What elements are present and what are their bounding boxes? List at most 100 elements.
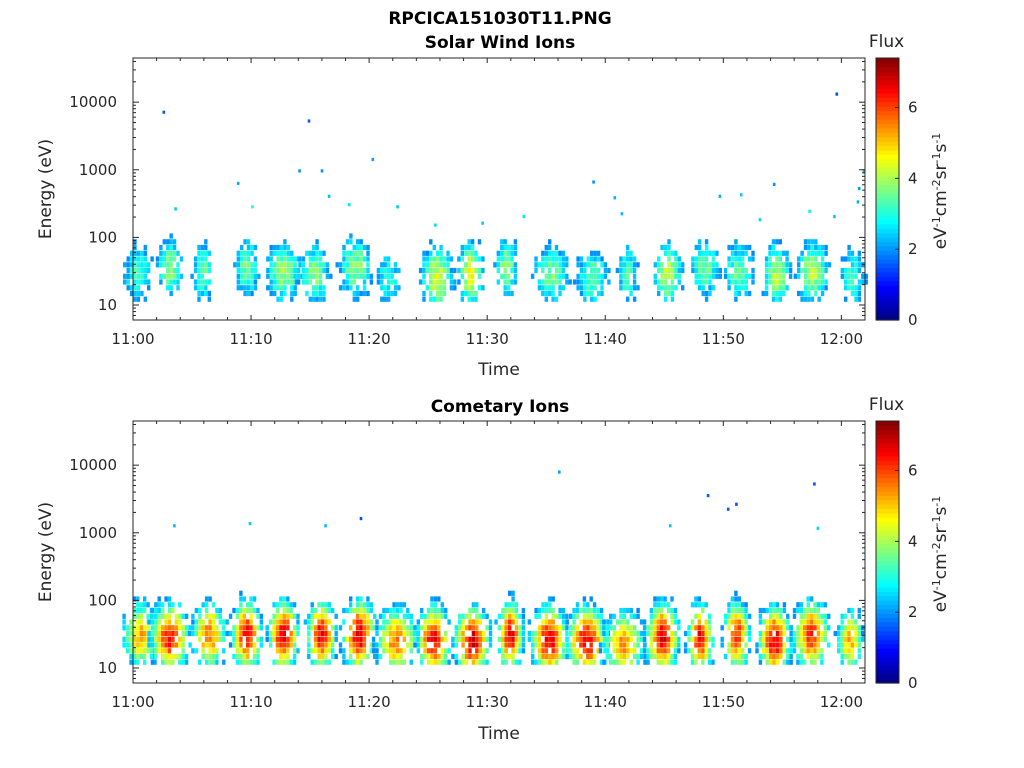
flux-cell [704, 630, 708, 637]
flux-cell [666, 602, 671, 608]
flux-cell [208, 596, 212, 602]
flux-cell [558, 630, 562, 637]
flux-cell [612, 636, 616, 642]
flux-cell [558, 613, 562, 619]
flux-cell [857, 607, 861, 614]
flux-cell [744, 630, 748, 637]
x-tick-label: 11:10 [229, 330, 272, 348]
flux-cell [256, 607, 260, 614]
flux-cell [143, 262, 147, 268]
flux-cell [583, 273, 587, 279]
flux-cell [730, 602, 735, 608]
flux-cell [290, 273, 294, 279]
flux-cell [596, 619, 600, 625]
flux-cell [436, 285, 440, 291]
flux-cell [235, 642, 240, 648]
colorbar-segment [876, 232, 899, 238]
flux-cell [786, 636, 790, 642]
flux-cell [307, 648, 311, 654]
flux-cell [592, 619, 597, 625]
colorbar-segment [876, 267, 899, 273]
flux-cell [772, 636, 776, 642]
flux-cell [149, 613, 154, 619]
flux-cell [272, 630, 276, 637]
flux-cell [359, 630, 363, 637]
flux-cell [687, 636, 691, 642]
flux-cell [433, 596, 438, 602]
colorbar-segment [876, 132, 899, 138]
flux-cell [596, 256, 601, 262]
flux-cell [751, 273, 755, 279]
flux-cell [813, 607, 817, 614]
flux-cell [565, 653, 569, 660]
flux-cell [813, 659, 817, 665]
flux-cell [440, 653, 444, 660]
flux-cell [690, 602, 695, 608]
flux-cell [823, 630, 827, 637]
flux-cell [816, 653, 821, 660]
flux-cell [541, 607, 545, 614]
flux-cell [609, 625, 613, 631]
flux-cell [402, 613, 407, 619]
flux-cell [239, 653, 243, 660]
flux-cell [751, 279, 755, 285]
flux-cell [174, 630, 179, 637]
flux-cell [697, 602, 701, 608]
flux-cell [265, 636, 269, 642]
flux-cell [437, 607, 441, 614]
flux-cell [310, 625, 314, 631]
flux-cell [482, 607, 486, 614]
flux-cell [235, 659, 240, 665]
flux-cell [789, 642, 793, 648]
flux-cell [338, 267, 343, 274]
flux-cell [561, 256, 566, 262]
flux-cell [496, 262, 500, 268]
flux-cell [807, 262, 811, 268]
flux-cell [468, 619, 472, 625]
flux-cell [508, 625, 512, 631]
flux-cell [362, 256, 367, 262]
flux-cell [789, 630, 793, 637]
flux-cell [181, 648, 185, 654]
flux-cell [283, 262, 287, 268]
flux-cell [169, 279, 173, 285]
colorbar-segment [876, 429, 899, 435]
flux-cell [132, 613, 137, 619]
flux-cell [843, 642, 848, 648]
flux-cell [409, 642, 413, 648]
flux-cell [327, 636, 331, 642]
flux-cell [215, 630, 219, 637]
flux-cell [317, 625, 321, 631]
flux-cell [386, 296, 391, 302]
flux-cell [575, 607, 580, 614]
flux-cell [446, 250, 450, 256]
flux-cell [701, 273, 705, 279]
flux-cell [720, 636, 724, 642]
flux-cell [857, 250, 862, 256]
flux-cell [385, 607, 389, 614]
flux-cell [586, 602, 590, 608]
flux-cell [544, 256, 548, 262]
flux-cell [349, 233, 353, 239]
flux-cell [626, 279, 630, 285]
flux-cell [769, 602, 773, 608]
colorbar-segment [876, 154, 899, 160]
flux-cell [126, 267, 130, 274]
flux-cell [310, 613, 314, 619]
flux-cell [423, 653, 427, 660]
flux-cell [592, 630, 597, 637]
flux-cell [253, 256, 258, 262]
flux-cell [276, 285, 280, 291]
flux-cell [139, 653, 143, 660]
flux-cell [778, 296, 782, 302]
flux-cell [691, 256, 695, 262]
flux-cell [775, 653, 780, 660]
flux-cell [775, 613, 780, 619]
colorbar-segment [876, 119, 899, 125]
flux-cell [565, 613, 569, 619]
flux-cell [236, 279, 240, 285]
flux-cell [632, 296, 637, 302]
flux-cell [572, 630, 576, 637]
flux-cell [596, 273, 601, 279]
flux-cell [385, 642, 389, 648]
